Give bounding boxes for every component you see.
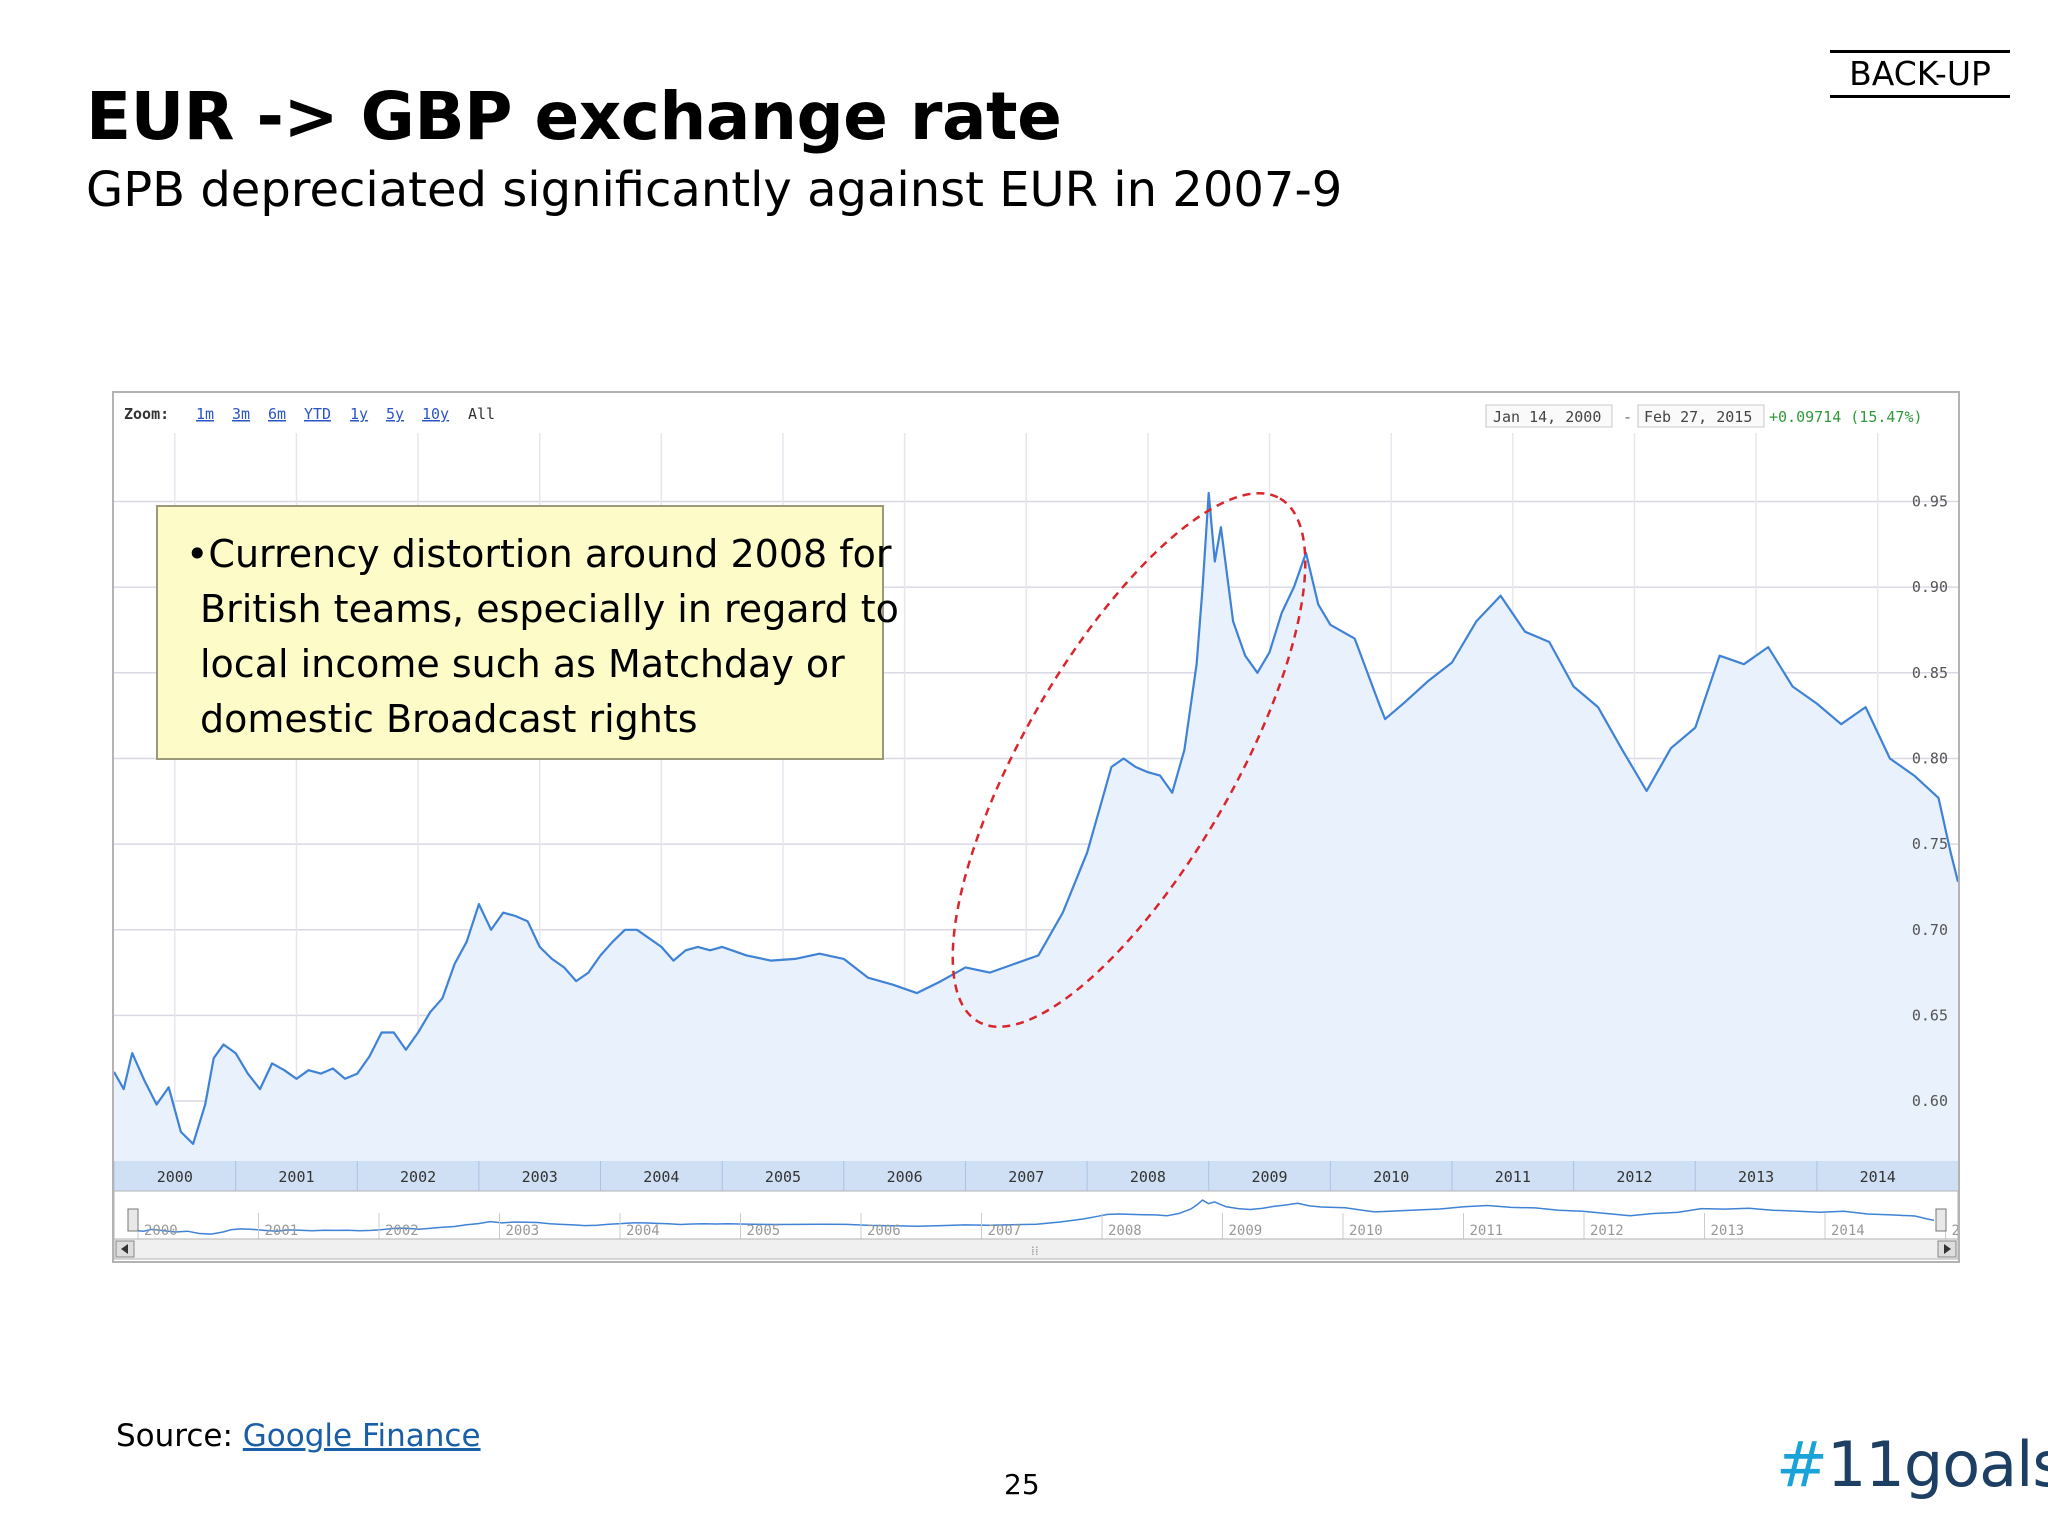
y-axis-ticks: 0.60 0.65 0.70 0.75 0.80 0.85 0.90 0.95	[1912, 493, 1948, 1111]
callout-line: •Currency distortion around 2008 for	[186, 532, 892, 576]
logo-text: 11goals	[1826, 1428, 2048, 1501]
x-axis-band	[114, 1161, 1958, 1191]
navigator-right-handle[interactable]	[1935, 1208, 1947, 1232]
x-tick-label: 2013	[1738, 1168, 1774, 1186]
x-axis-ticks: 2000 2001 2002 2003 2004 2005 2006 2007 2008 2009…	[114, 1161, 1896, 1191]
x-tick-label: 2006	[887, 1168, 923, 1186]
scroll-right-icon	[1944, 1244, 1951, 1254]
navigator-label: 2002	[385, 1223, 419, 1239]
navigator-label: 2003	[506, 1223, 540, 1239]
price-line	[114, 491, 1958, 1145]
zoom-options: 1m 3m 6m YTD 1y 5y 10y All	[196, 405, 495, 423]
navigator-panel[interactable]	[114, 1190, 1958, 1240]
backup-label: BACK-UP	[1830, 50, 2010, 98]
navigator-label: 2012	[1590, 1223, 1624, 1239]
navigator-label: 2014	[1831, 1223, 1865, 1239]
range-change: +0.09714 (15.47%)	[1769, 408, 1923, 426]
zoom-option-1y[interactable]: 1y	[350, 405, 368, 423]
series-area	[114, 493, 1958, 1161]
price-area	[114, 493, 1958, 1161]
navigator-label: 2010	[1349, 1223, 1383, 1239]
navigator-label: 2008	[1108, 1223, 1142, 1239]
scroll-left-icon	[121, 1244, 128, 1254]
exchange-rate-chart: Zoom: 1m 3m 6m YTD 1y 5y 10y All Jan 14, 2000 -…	[114, 404, 1959, 1260]
x-tick-label: 2010	[1373, 1168, 1409, 1186]
y-tick-label: 0.95	[1912, 493, 1948, 511]
callout-line: local income such as Matchday or	[200, 642, 845, 686]
navigator-label: 2000	[144, 1223, 178, 1239]
callout-line: British teams, especially in regard to	[200, 587, 899, 631]
zoom-option-6m[interactable]: 6m	[268, 405, 286, 423]
x-tick-label: 2007	[1008, 1168, 1044, 1186]
navigator-label: 2007	[988, 1223, 1022, 1239]
series-line	[114, 491, 1958, 1145]
scroll-grip-icon[interactable]: ⁞⁞	[1031, 1244, 1039, 1258]
range-end-box[interactable]	[1637, 404, 1765, 428]
x-tick-label: 2004	[643, 1168, 679, 1186]
callout-box: •Currency distortion around 2008 for Bri…	[156, 505, 899, 760]
y-tick-label: 0.90	[1912, 578, 1948, 596]
callout-line: domestic Broadcast rights	[200, 697, 698, 741]
y-tick-label: 0.80	[1912, 749, 1948, 767]
source-note: Source: Google Finance	[116, 1418, 481, 1454]
navigator-series	[133, 1199, 1935, 1235]
x-tick-label: 2002	[400, 1168, 436, 1186]
zoom-option-5y[interactable]: 5y	[386, 405, 404, 423]
navigator-scrollbar[interactable]	[114, 1238, 1958, 1260]
highlight-ellipse	[951, 491, 1307, 1029]
navigator-label: 201	[1952, 1223, 1959, 1239]
zoom-option-1m[interactable]: 1m	[196, 405, 214, 423]
chart-toolbar: Zoom: 1m 3m 6m YTD 1y 5y 10y All Jan 14, 2000 -…	[124, 404, 1923, 428]
page-number: 25	[1004, 1468, 1040, 1501]
navigator-label: 2004	[626, 1223, 660, 1239]
zoom-option-3m[interactable]: 3m	[232, 405, 250, 423]
source-link[interactable]: Google Finance	[242, 1418, 481, 1454]
page-title: EUR -> GBP exchange rate	[86, 78, 1062, 155]
zoom-label: Zoom:	[124, 405, 169, 423]
x-tick-label: 2003	[522, 1168, 558, 1186]
x-tick-label: 2005	[765, 1168, 801, 1186]
navigator-label: 2001	[265, 1223, 299, 1239]
navigator-label: 2011	[1470, 1223, 1504, 1239]
y-tick-label: 0.65	[1912, 1006, 1948, 1024]
page-subtitle: GPB depreciated significantly against EU…	[86, 162, 1343, 218]
range-end-date[interactable]: Feb 27, 2015	[1644, 408, 1752, 426]
navigator-label: 2005	[747, 1223, 781, 1239]
zoom-option-YTD[interactable]: YTD	[304, 405, 331, 423]
navigator-label: 2006	[867, 1223, 901, 1239]
logo-hash: #	[1776, 1428, 1828, 1501]
zoom-option-All[interactable]: All	[468, 405, 495, 423]
range-separator: -	[1623, 408, 1632, 426]
x-tick-label: 2011	[1495, 1168, 1531, 1186]
y-tick-label: 0.85	[1912, 664, 1948, 682]
x-tick-label: 2014	[1860, 1168, 1896, 1186]
y-tick-label: 0.75	[1912, 835, 1948, 853]
y-tick-label: 0.70	[1912, 921, 1948, 939]
x-tick-label: 2001	[278, 1168, 314, 1186]
zoom-option-10y[interactable]: 10y	[422, 405, 449, 423]
navigator[interactable]: 2000 2001 2002 2003 2004 2005 2006 2007 2008 2009…	[114, 1190, 1959, 1260]
navigator-label: 2013	[1711, 1223, 1745, 1239]
navigator-line	[133, 1199, 1935, 1235]
navigator-label: 2009	[1229, 1223, 1263, 1239]
x-tick-label: 2012	[1616, 1168, 1652, 1186]
navigator-labels: 2000 2001 2002 2003 2004 2005 2006 2007 2008 2009…	[137, 1213, 1959, 1239]
x-tick-label: 2000	[157, 1168, 193, 1186]
navigator-left-handle[interactable]	[127, 1208, 139, 1232]
range-start-date[interactable]: Jan 14, 2000	[1493, 408, 1601, 426]
brand-logo: #11goals	[1776, 1428, 2048, 1501]
chart-frame: Zoom: 1m 3m 6m YTD 1y 5y 10y All Jan 14, 2000 -…	[112, 391, 1960, 1263]
range-start-box[interactable]	[1485, 404, 1613, 428]
source-prefix: Source:	[116, 1418, 243, 1454]
y-tick-label: 0.60	[1912, 1092, 1948, 1110]
x-tick-label: 2008	[1130, 1168, 1166, 1186]
x-tick-label: 2009	[1251, 1168, 1287, 1186]
